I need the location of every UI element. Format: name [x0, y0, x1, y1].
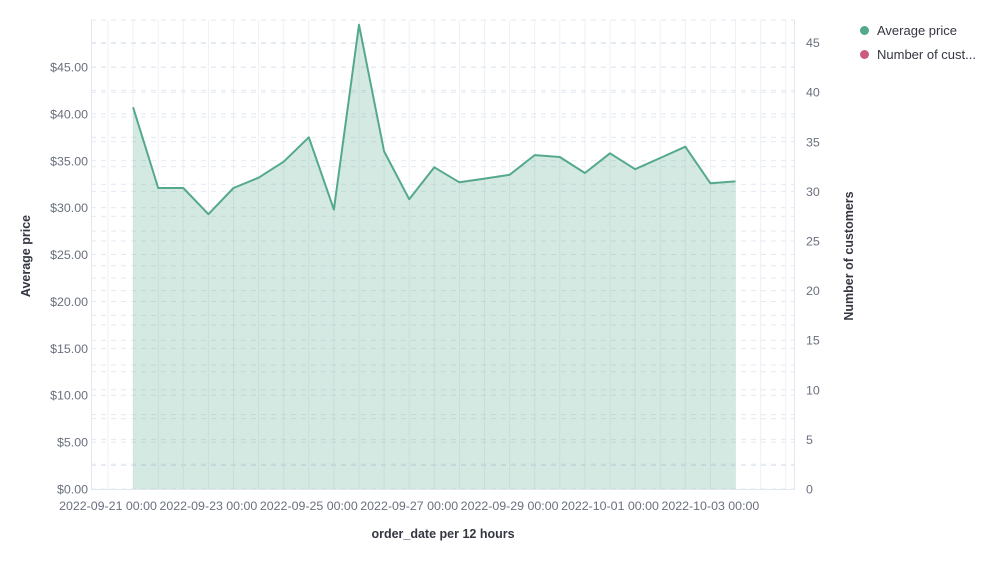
- svg-text:$45.00: $45.00: [50, 60, 88, 74]
- svg-text:25: 25: [806, 235, 820, 249]
- legend-label: Average price: [877, 23, 957, 38]
- svg-text:$20.00: $20.00: [50, 295, 88, 309]
- series-average-price: [132, 23, 736, 490]
- svg-text:20: 20: [806, 284, 820, 298]
- svg-text:$40.00: $40.00: [50, 107, 88, 121]
- right-axis-title: Number of customers: [842, 191, 856, 321]
- svg-text:$5.00: $5.00: [57, 436, 88, 450]
- legend-dot-average-price-icon: [860, 26, 869, 35]
- svg-text:$0.00: $0.00: [57, 483, 88, 497]
- svg-text:$15.00: $15.00: [50, 342, 88, 356]
- legend-label: Number of cust...: [877, 47, 976, 62]
- svg-text:2022-09-27 00:00: 2022-09-27 00:00: [360, 499, 458, 513]
- legend-item-average-price[interactable]: Average price: [860, 22, 976, 39]
- svg-text:2022-09-25 00:00: 2022-09-25 00:00: [260, 499, 358, 513]
- svg-text:$10.00: $10.00: [50, 389, 88, 403]
- svg-text:10: 10: [806, 383, 820, 397]
- svg-text:2022-09-29 00:00: 2022-09-29 00:00: [461, 499, 559, 513]
- svg-text:45: 45: [806, 36, 820, 50]
- legend-item-number-of-customers[interactable]: Number of cust...: [860, 46, 976, 63]
- left-axis-title: Average price: [19, 214, 33, 298]
- svg-text:2022-10-03 00:00: 2022-10-03 00:00: [661, 499, 759, 513]
- svg-text:0: 0: [806, 483, 813, 497]
- svg-text:30: 30: [806, 185, 820, 199]
- svg-text:2022-10-01 00:00: 2022-10-01 00:00: [561, 499, 659, 513]
- svg-text:$30.00: $30.00: [50, 201, 88, 215]
- legend-dot-number-of-customers-icon: [860, 50, 869, 59]
- svg-text:40: 40: [806, 86, 820, 100]
- svg-text:35: 35: [806, 135, 820, 149]
- svg-text:2022-09-23 00:00: 2022-09-23 00:00: [159, 499, 257, 513]
- svg-text:$35.00: $35.00: [50, 154, 88, 168]
- axis-tick-labels: $0.00 $5.00 $10.00 $15.00 $20.00 $25.00 $30.00…: [50, 36, 820, 513]
- legend: Average price Number of cust...: [860, 22, 976, 63]
- svg-text:2022-09-21 00:00: 2022-09-21 00:00: [59, 499, 157, 513]
- svg-text:5: 5: [806, 433, 813, 447]
- x-axis-title: order_date per 12 hours: [371, 527, 515, 541]
- svg-text:$25.00: $25.00: [50, 248, 88, 262]
- svg-text:15: 15: [806, 334, 820, 348]
- horizontal-gridlines: [91, 19, 795, 490]
